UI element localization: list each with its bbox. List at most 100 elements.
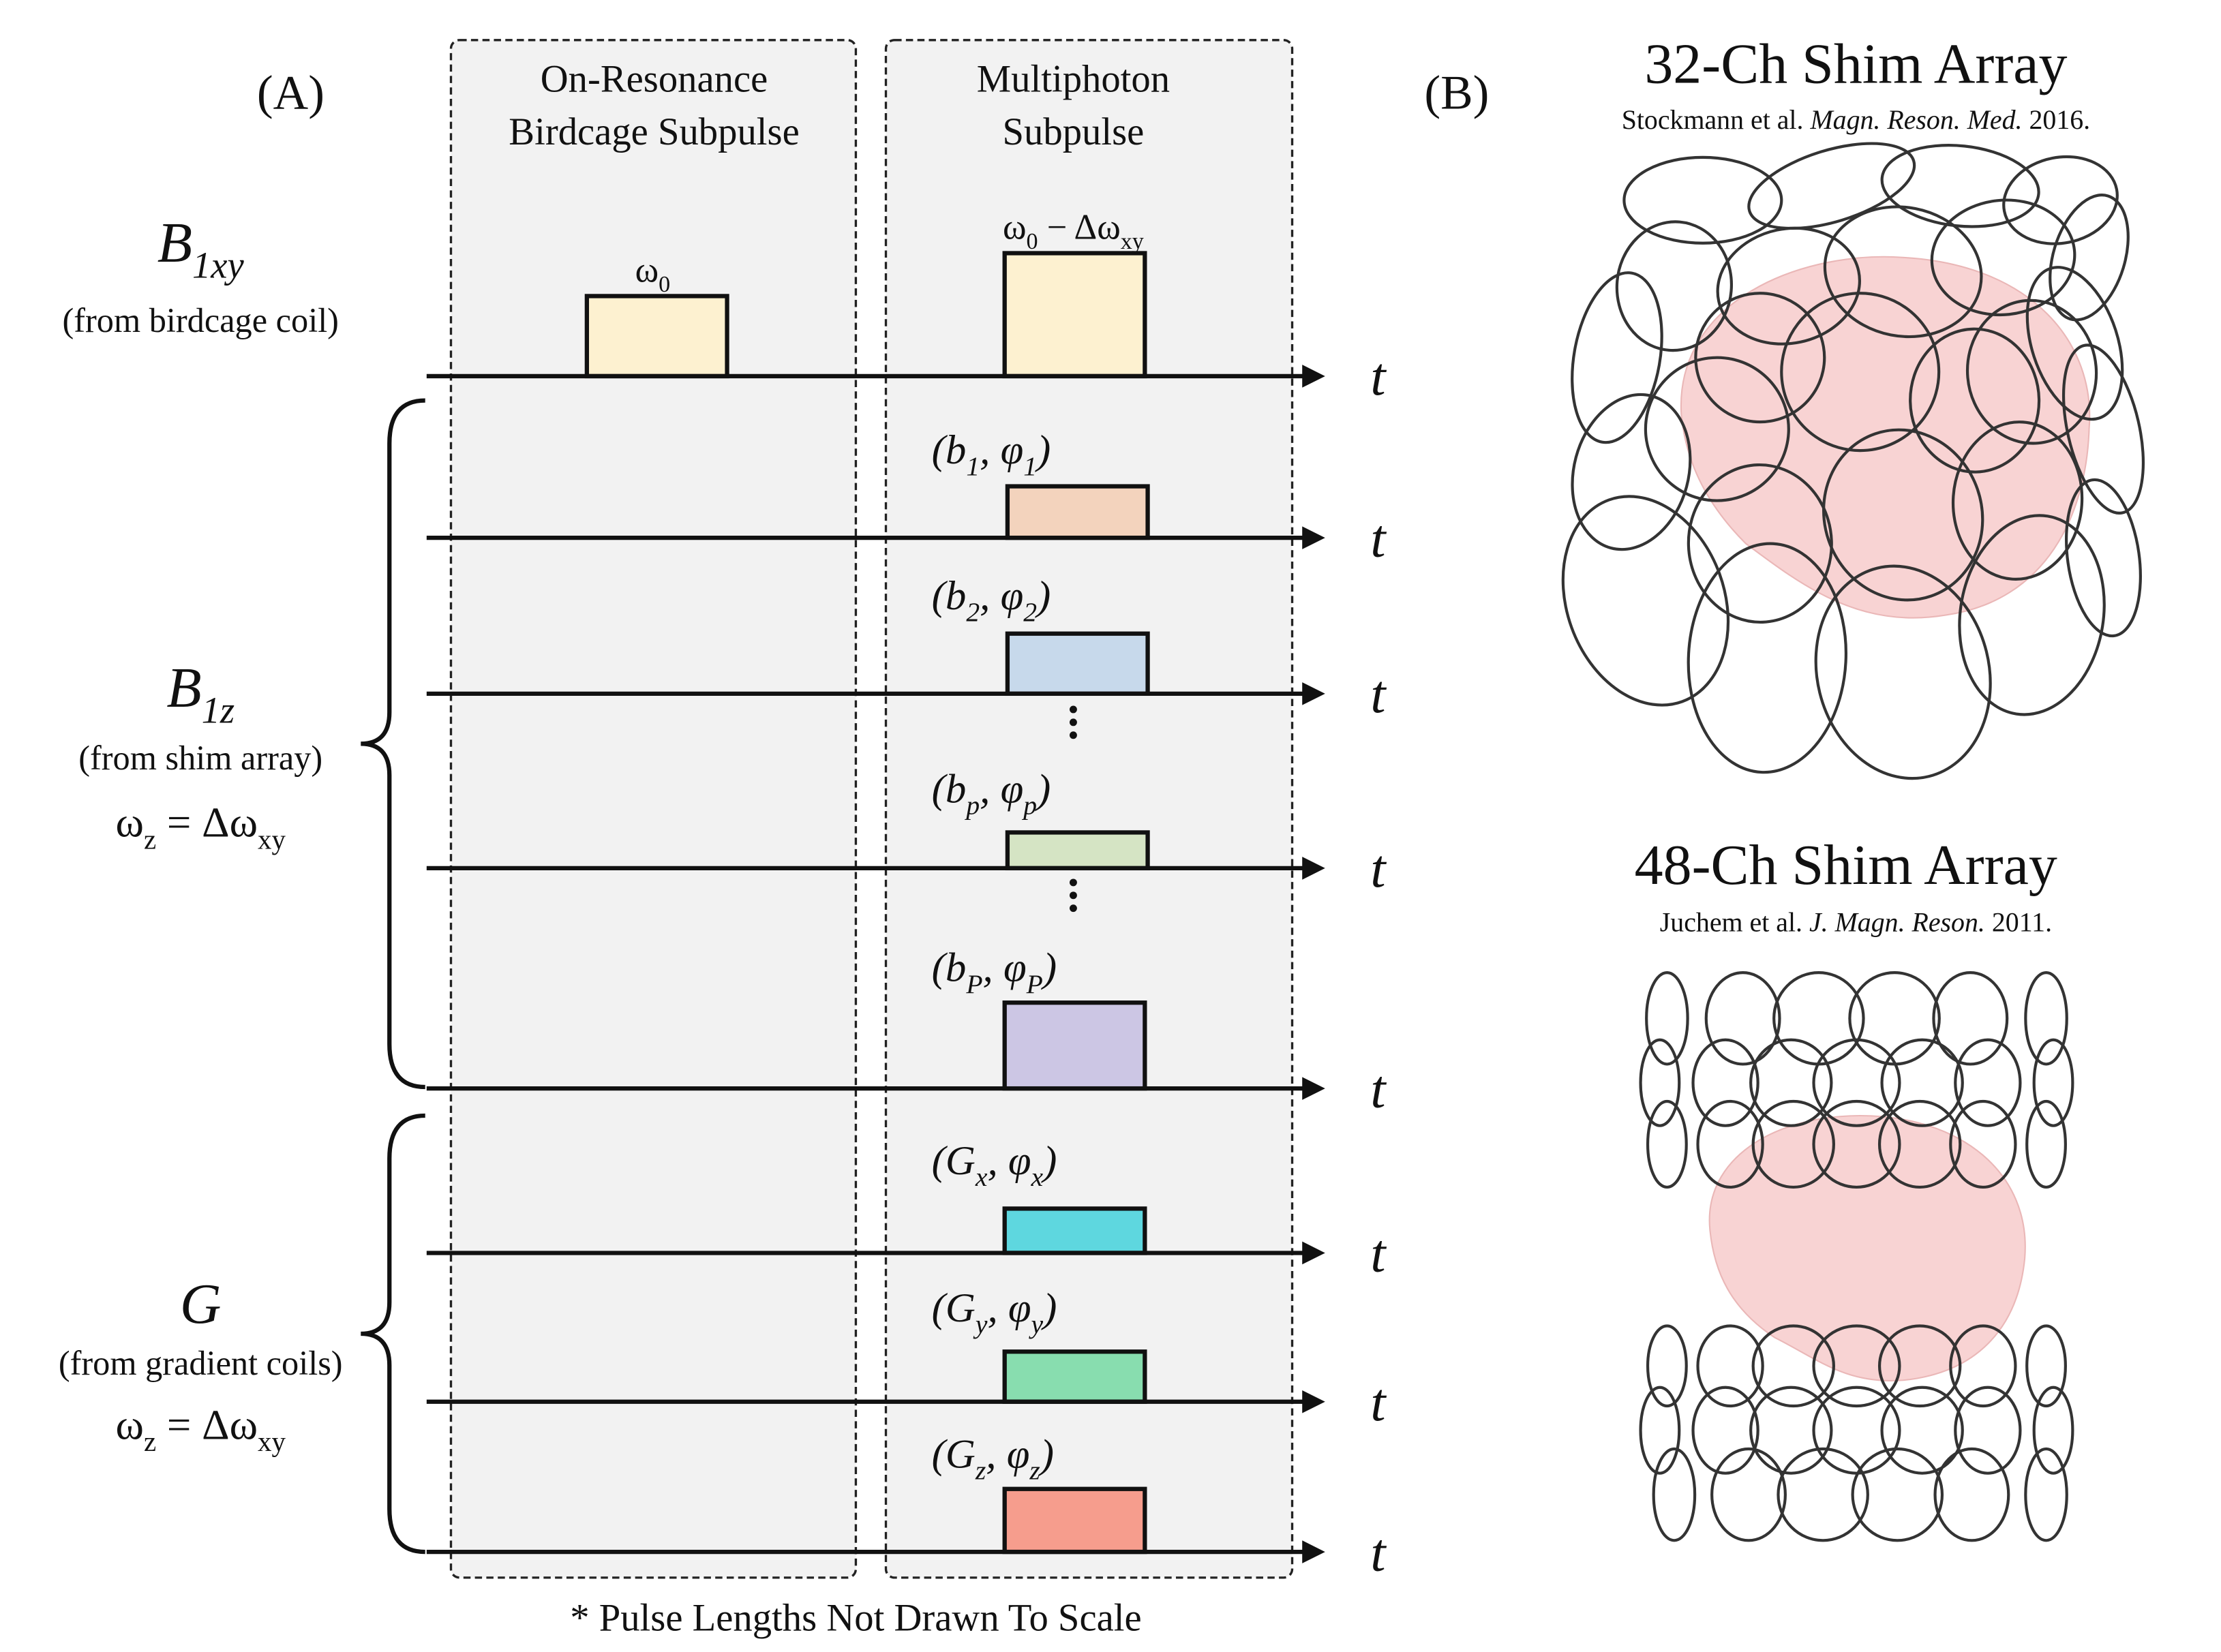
shim-coil	[2024, 971, 2068, 1066]
citation-part: Stockmann et al.	[1622, 104, 1811, 135]
channel-condition: ωz = Δωxy	[116, 799, 286, 855]
shim-coil	[1780, 292, 1941, 453]
shim-coil	[1909, 327, 2041, 474]
pulse-label: (bP, φP)	[932, 945, 1057, 999]
pulse-label-part: x	[1031, 1162, 1044, 1192]
pulse	[584, 294, 729, 379]
pulse-label-part: p	[1021, 790, 1037, 820]
shim-coil	[1877, 1099, 1962, 1189]
shim-coil	[2002, 155, 2119, 245]
shim-coil	[1814, 564, 1992, 780]
shim-coil	[1954, 1038, 2022, 1127]
shim-coil	[2032, 1038, 2074, 1127]
axis-label: t	[1370, 1373, 1387, 1433]
pulse-label-part: , φ	[980, 573, 1023, 619]
shim-coil	[1880, 144, 2040, 228]
arrow-head	[1302, 1241, 1325, 1265]
citation: Juchem et al. J. Magn. Reson. 2011.	[1660, 906, 2052, 937]
pulse-label-part: (b	[932, 945, 967, 991]
shim-coil	[1691, 1386, 1759, 1475]
pulse-label-part: )	[1041, 1138, 1057, 1184]
pulse-label: (Gz, φz)	[932, 1431, 1054, 1485]
citation: Stockmann et al. Magn. Reson. Med. 2016.	[1622, 104, 2090, 135]
shim-coil	[1644, 356, 1790, 502]
pulse-label-part: , φ	[980, 427, 1023, 473]
axis-label: t	[1370, 1059, 1387, 1119]
pulse-label-part: , φ	[980, 766, 1023, 812]
channel-condition-part: xy	[258, 1426, 286, 1457]
pulse-label: (bp, φp)	[932, 766, 1051, 820]
channel-symbol-part: B	[166, 656, 201, 720]
shim-coil	[1696, 1099, 1764, 1189]
shim-coil	[1615, 220, 1734, 352]
shim-coil	[1622, 155, 1783, 245]
channel-condition-part: ω	[116, 1401, 144, 1448]
column-title: Subpulse	[1003, 111, 1145, 153]
arrow-head	[1302, 682, 1325, 705]
shim-coil	[1696, 1324, 1764, 1408]
pulse	[1005, 631, 1150, 697]
shim-coil	[1932, 971, 2009, 1066]
ellipsis-dot	[1069, 718, 1077, 726]
channel-condition-part: ω	[116, 799, 144, 846]
shim-coil	[1812, 1386, 1901, 1475]
shim-coil	[1812, 1324, 1901, 1408]
citation-part: Juchem et al.	[1660, 906, 1809, 937]
shim-coil	[1812, 1099, 1901, 1189]
arrow-head	[1302, 526, 1325, 549]
channel-symbol: G	[180, 1272, 222, 1336]
shim-coil	[1930, 198, 2076, 317]
shim-coil	[1958, 514, 2106, 716]
shim-coil	[1877, 1324, 1962, 1408]
shim-coil	[1954, 1386, 2022, 1475]
brace	[361, 1113, 425, 1555]
channel-symbol-part: B	[157, 211, 192, 275]
pulse-label-part: 2	[966, 597, 980, 627]
array-title: 48-Ch Shim Array	[1635, 833, 2057, 897]
pulse	[1002, 1206, 1147, 1255]
citation-part: 2011.	[1985, 906, 2052, 937]
shim-coil	[1710, 1447, 1787, 1542]
pulse-label-part: )	[1035, 766, 1051, 812]
pulse	[1002, 1486, 1147, 1555]
pulse-label-part: 2	[1023, 597, 1037, 627]
pulse-label-part: (b	[932, 766, 967, 812]
brace	[361, 398, 425, 1090]
column-box	[884, 39, 1294, 1579]
shim-coil	[1822, 428, 1984, 602]
pulse-label-part: )	[1038, 1431, 1054, 1477]
channel-source: (from birdcage coil)	[62, 301, 338, 339]
column-box	[449, 39, 858, 1579]
array-title: 32-Ch Shim Array	[1644, 33, 2067, 96]
pulse-label: (Gy, φy)	[932, 1285, 1057, 1339]
pulse-label-part: y	[1029, 1309, 1044, 1339]
ellipsis-dot	[1069, 705, 1077, 714]
ellipsis-dot	[1069, 731, 1077, 739]
pulse-label-part: (b	[932, 427, 967, 473]
channel-condition-part: z	[144, 824, 156, 855]
shim-coil	[1777, 1447, 1869, 1542]
pulse-label: (b1, φ1)	[932, 427, 1051, 481]
shim-coil	[1747, 142, 1916, 230]
pulse-label-part: )	[1035, 427, 1051, 473]
pulse-label-part: (b	[932, 573, 967, 619]
shim-coil	[2032, 1386, 2074, 1475]
pulse-label-part: (G	[932, 1138, 976, 1184]
channel-symbol-part: 1z	[202, 689, 235, 731]
channel-source: (from shim array)	[78, 739, 322, 777]
pulse	[1002, 1000, 1147, 1091]
pulse-label-part: P	[965, 969, 982, 999]
panel-label: (A)	[257, 66, 324, 120]
shim-coil	[1687, 463, 1833, 624]
shim-coil	[1716, 226, 1861, 346]
channel-condition: ωz = Δωxy	[116, 1401, 286, 1457]
shim-coil	[1691, 1038, 1759, 1127]
pulse-label-part: (G	[932, 1431, 976, 1477]
pulse-label-part: 1	[966, 451, 980, 481]
shim-coil	[2025, 1324, 2067, 1408]
pulse-label-part: , φ	[987, 1285, 1031, 1331]
shim-coil	[1694, 292, 1826, 424]
shim-coil	[1639, 1038, 1681, 1127]
shim-coil	[1571, 271, 1663, 444]
shim-coil	[1751, 1324, 1835, 1408]
